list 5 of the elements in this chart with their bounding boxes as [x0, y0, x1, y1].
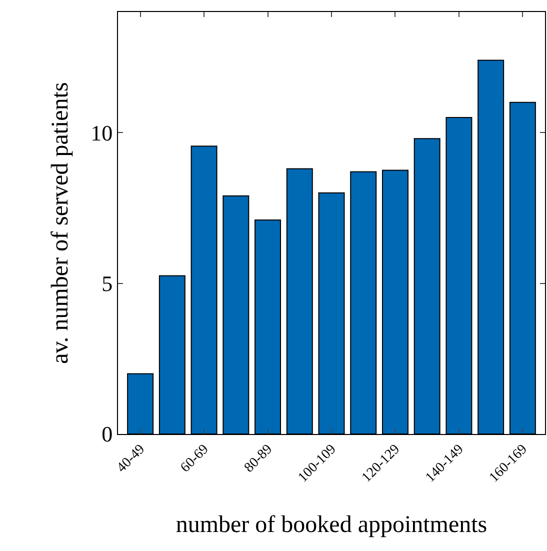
x-axis-title: number of booked appointments: [176, 512, 488, 538]
y-tick-label: 10: [90, 120, 113, 146]
y-tick-label: 0: [102, 422, 113, 447]
y-tick-label: 5: [102, 270, 113, 296]
y-axis-title: av. number of served patients: [48, 82, 74, 364]
